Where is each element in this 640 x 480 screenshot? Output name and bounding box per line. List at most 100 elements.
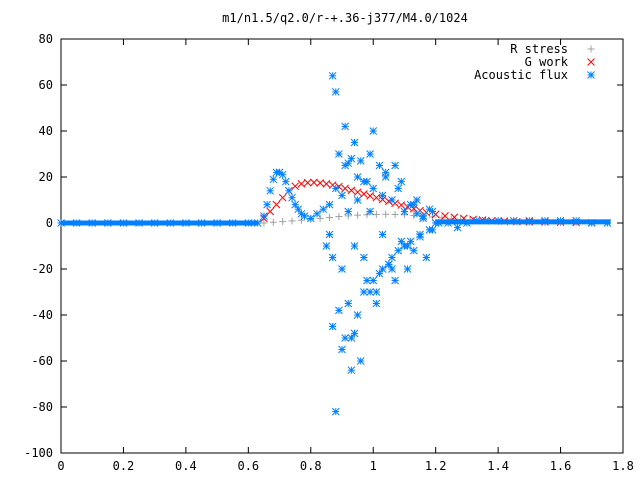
point <box>356 357 365 365</box>
series-2 <box>57 71 612 416</box>
y-tick-label: 60 <box>39 78 53 92</box>
point <box>366 288 374 296</box>
point <box>72 219 81 227</box>
point <box>266 186 275 195</box>
x-tick-label: 1.4 <box>487 459 509 473</box>
x-tick-label: 1.8 <box>612 459 634 473</box>
point <box>403 242 412 250</box>
point <box>394 246 403 255</box>
point <box>360 177 368 186</box>
point <box>338 191 346 200</box>
point <box>481 216 490 225</box>
point <box>397 177 406 186</box>
point <box>263 200 271 209</box>
legend-marker <box>587 45 595 53</box>
point <box>278 193 287 202</box>
point <box>328 322 337 331</box>
point <box>325 200 334 209</box>
point <box>103 219 112 227</box>
point <box>391 161 399 170</box>
point <box>331 184 340 193</box>
point <box>300 212 309 220</box>
point <box>353 188 362 197</box>
point <box>350 242 359 250</box>
point <box>388 253 396 262</box>
legend-label: G work <box>525 55 569 69</box>
point <box>278 170 287 179</box>
x-tick-label: 0 <box>57 459 64 473</box>
point <box>288 217 296 225</box>
point <box>360 253 368 262</box>
y-tick-label: -40 <box>31 308 53 322</box>
point <box>294 205 303 214</box>
point <box>391 210 399 218</box>
point <box>356 157 365 165</box>
point <box>328 71 337 80</box>
point <box>413 209 421 218</box>
point <box>350 138 359 147</box>
point <box>382 210 390 218</box>
point <box>272 200 281 209</box>
point <box>413 196 421 204</box>
x-tick-label: 1 <box>370 459 377 473</box>
point <box>494 216 502 225</box>
point <box>360 288 368 296</box>
point <box>310 178 318 187</box>
point <box>369 276 378 285</box>
point <box>378 191 387 200</box>
point <box>406 237 415 246</box>
point <box>428 207 437 216</box>
point <box>463 219 471 227</box>
point <box>381 168 390 177</box>
point <box>335 306 343 315</box>
point <box>350 329 359 338</box>
point <box>331 88 340 96</box>
point <box>338 265 346 273</box>
point <box>472 216 481 225</box>
point <box>341 161 349 170</box>
legend-label: R stress <box>510 42 568 56</box>
point <box>391 276 399 285</box>
point <box>397 237 406 246</box>
point <box>335 150 343 158</box>
point <box>378 230 387 239</box>
point <box>328 253 337 262</box>
point <box>269 218 277 226</box>
legend-marker <box>587 58 595 66</box>
point <box>341 334 349 342</box>
point <box>291 200 300 209</box>
point <box>369 184 378 193</box>
point <box>400 207 409 216</box>
point <box>375 161 384 170</box>
y-tick-label: -100 <box>24 446 53 460</box>
x-tick-label: 1.6 <box>550 459 572 473</box>
point <box>347 366 356 375</box>
point <box>347 334 356 342</box>
point <box>388 265 396 273</box>
point <box>313 209 321 218</box>
point <box>453 223 462 232</box>
point <box>353 311 362 319</box>
chart-title: m1/n1.5/q2.0/r-+.36-j377/M4.0/1024 <box>222 11 468 25</box>
point <box>425 226 434 234</box>
point <box>228 219 237 227</box>
point <box>297 180 306 188</box>
point <box>541 216 549 225</box>
point <box>260 212 268 220</box>
point <box>316 179 324 187</box>
point <box>403 265 412 273</box>
point <box>344 299 353 308</box>
point <box>416 230 424 239</box>
point <box>587 219 596 227</box>
legend-label: Acoustic flux <box>474 68 568 82</box>
point <box>410 211 418 219</box>
x-tick-label: 0.6 <box>237 459 259 473</box>
point <box>353 196 362 204</box>
point <box>394 184 403 193</box>
y-tick-label: 20 <box>39 170 53 184</box>
x-tick-label: 0.2 <box>113 459 135 473</box>
point <box>288 193 296 202</box>
point <box>556 216 565 225</box>
point <box>366 150 374 158</box>
